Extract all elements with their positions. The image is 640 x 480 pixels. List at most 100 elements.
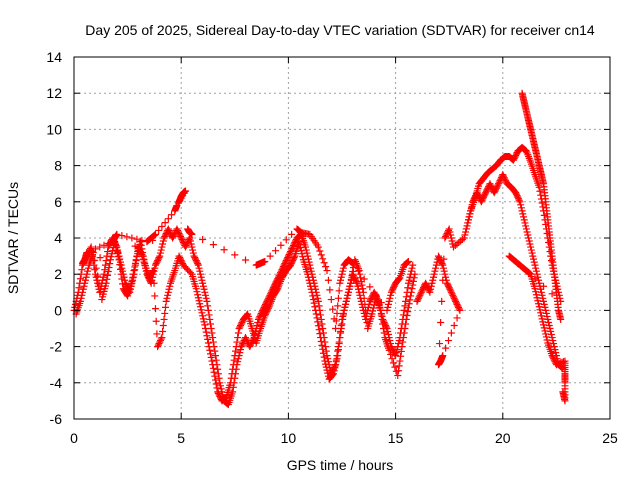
data-point xyxy=(396,357,404,365)
data-point xyxy=(329,370,337,378)
data-point xyxy=(451,296,459,304)
x-tick-label: 20 xyxy=(495,430,511,446)
data-point xyxy=(258,308,266,316)
data-point xyxy=(209,338,217,346)
data-point xyxy=(426,288,434,296)
data-point xyxy=(200,318,208,326)
data-point xyxy=(339,267,347,275)
data-point xyxy=(377,306,385,314)
data-point xyxy=(384,331,392,339)
data-point xyxy=(522,225,530,233)
data-point xyxy=(209,334,217,342)
data-point xyxy=(444,337,452,345)
data-point xyxy=(520,216,528,224)
data-point xyxy=(280,261,288,269)
data-point xyxy=(131,259,139,267)
data-point xyxy=(389,359,397,367)
data-point xyxy=(377,311,385,319)
data-point xyxy=(156,338,164,346)
data-point xyxy=(202,294,210,302)
data-point xyxy=(154,343,162,351)
data-point xyxy=(312,306,320,314)
data-point xyxy=(189,246,197,254)
data-point xyxy=(190,252,198,260)
data-point xyxy=(540,324,548,332)
data-point xyxy=(137,241,145,249)
data-point xyxy=(445,284,453,292)
data-point xyxy=(313,314,321,322)
data-point xyxy=(547,328,555,336)
data-point xyxy=(199,279,207,287)
data-point xyxy=(339,264,347,272)
data-point xyxy=(227,374,235,382)
data-point xyxy=(354,285,362,293)
data-point xyxy=(510,156,518,164)
data-point xyxy=(101,266,109,274)
data-point xyxy=(455,305,463,313)
data-point xyxy=(128,234,136,242)
data-point xyxy=(307,267,315,275)
data-point xyxy=(191,255,199,263)
data-point xyxy=(201,325,209,332)
data-point xyxy=(214,388,222,396)
data-point xyxy=(456,306,464,314)
data-point xyxy=(186,237,194,245)
data-point xyxy=(534,297,542,305)
data-point xyxy=(204,302,212,310)
data-point xyxy=(201,321,209,329)
data-point xyxy=(304,252,312,260)
data-point xyxy=(198,309,206,317)
data-point xyxy=(289,242,297,250)
data-point xyxy=(261,312,269,320)
data-point xyxy=(194,291,202,299)
data-point xyxy=(359,285,367,293)
data-point xyxy=(490,189,498,197)
data-point xyxy=(478,196,486,204)
data-point xyxy=(443,279,451,287)
data-point xyxy=(253,321,261,329)
data-point xyxy=(361,300,369,308)
data-point xyxy=(315,326,323,334)
data-point xyxy=(81,279,89,287)
data-point xyxy=(188,230,196,238)
data-point xyxy=(161,303,169,311)
data-point xyxy=(401,302,409,310)
data-point xyxy=(336,334,344,342)
data-point xyxy=(194,294,202,302)
data-point xyxy=(174,226,182,234)
chart-title: Day 205 of 2025, Sidereal Day-to-day VTE… xyxy=(85,22,595,38)
data-point xyxy=(112,244,120,252)
data-point xyxy=(214,389,222,397)
data-point xyxy=(319,349,327,357)
data-point xyxy=(495,178,503,186)
data-point xyxy=(104,248,112,256)
data-point xyxy=(309,296,317,304)
data-point xyxy=(513,192,521,200)
data-point xyxy=(334,352,342,360)
data-point xyxy=(227,379,235,387)
data-point xyxy=(327,296,335,304)
data-point xyxy=(418,287,426,295)
data-point xyxy=(91,266,99,274)
data-point xyxy=(91,256,99,264)
data-point xyxy=(78,266,86,274)
data-point xyxy=(100,270,108,278)
data-point xyxy=(463,222,471,230)
data-point xyxy=(436,340,444,348)
data-point xyxy=(332,361,340,369)
data-point xyxy=(407,267,415,275)
data-point xyxy=(394,367,402,375)
data-point xyxy=(76,275,84,283)
data-point xyxy=(395,362,403,370)
data-point xyxy=(540,297,548,305)
data-point xyxy=(337,328,345,336)
data-point xyxy=(546,325,554,332)
data-point xyxy=(378,315,386,323)
data-point xyxy=(447,288,455,296)
data-point xyxy=(133,235,141,243)
data-point xyxy=(165,226,173,234)
data-point xyxy=(154,341,162,349)
data-point xyxy=(247,340,255,348)
data-point xyxy=(541,303,549,311)
